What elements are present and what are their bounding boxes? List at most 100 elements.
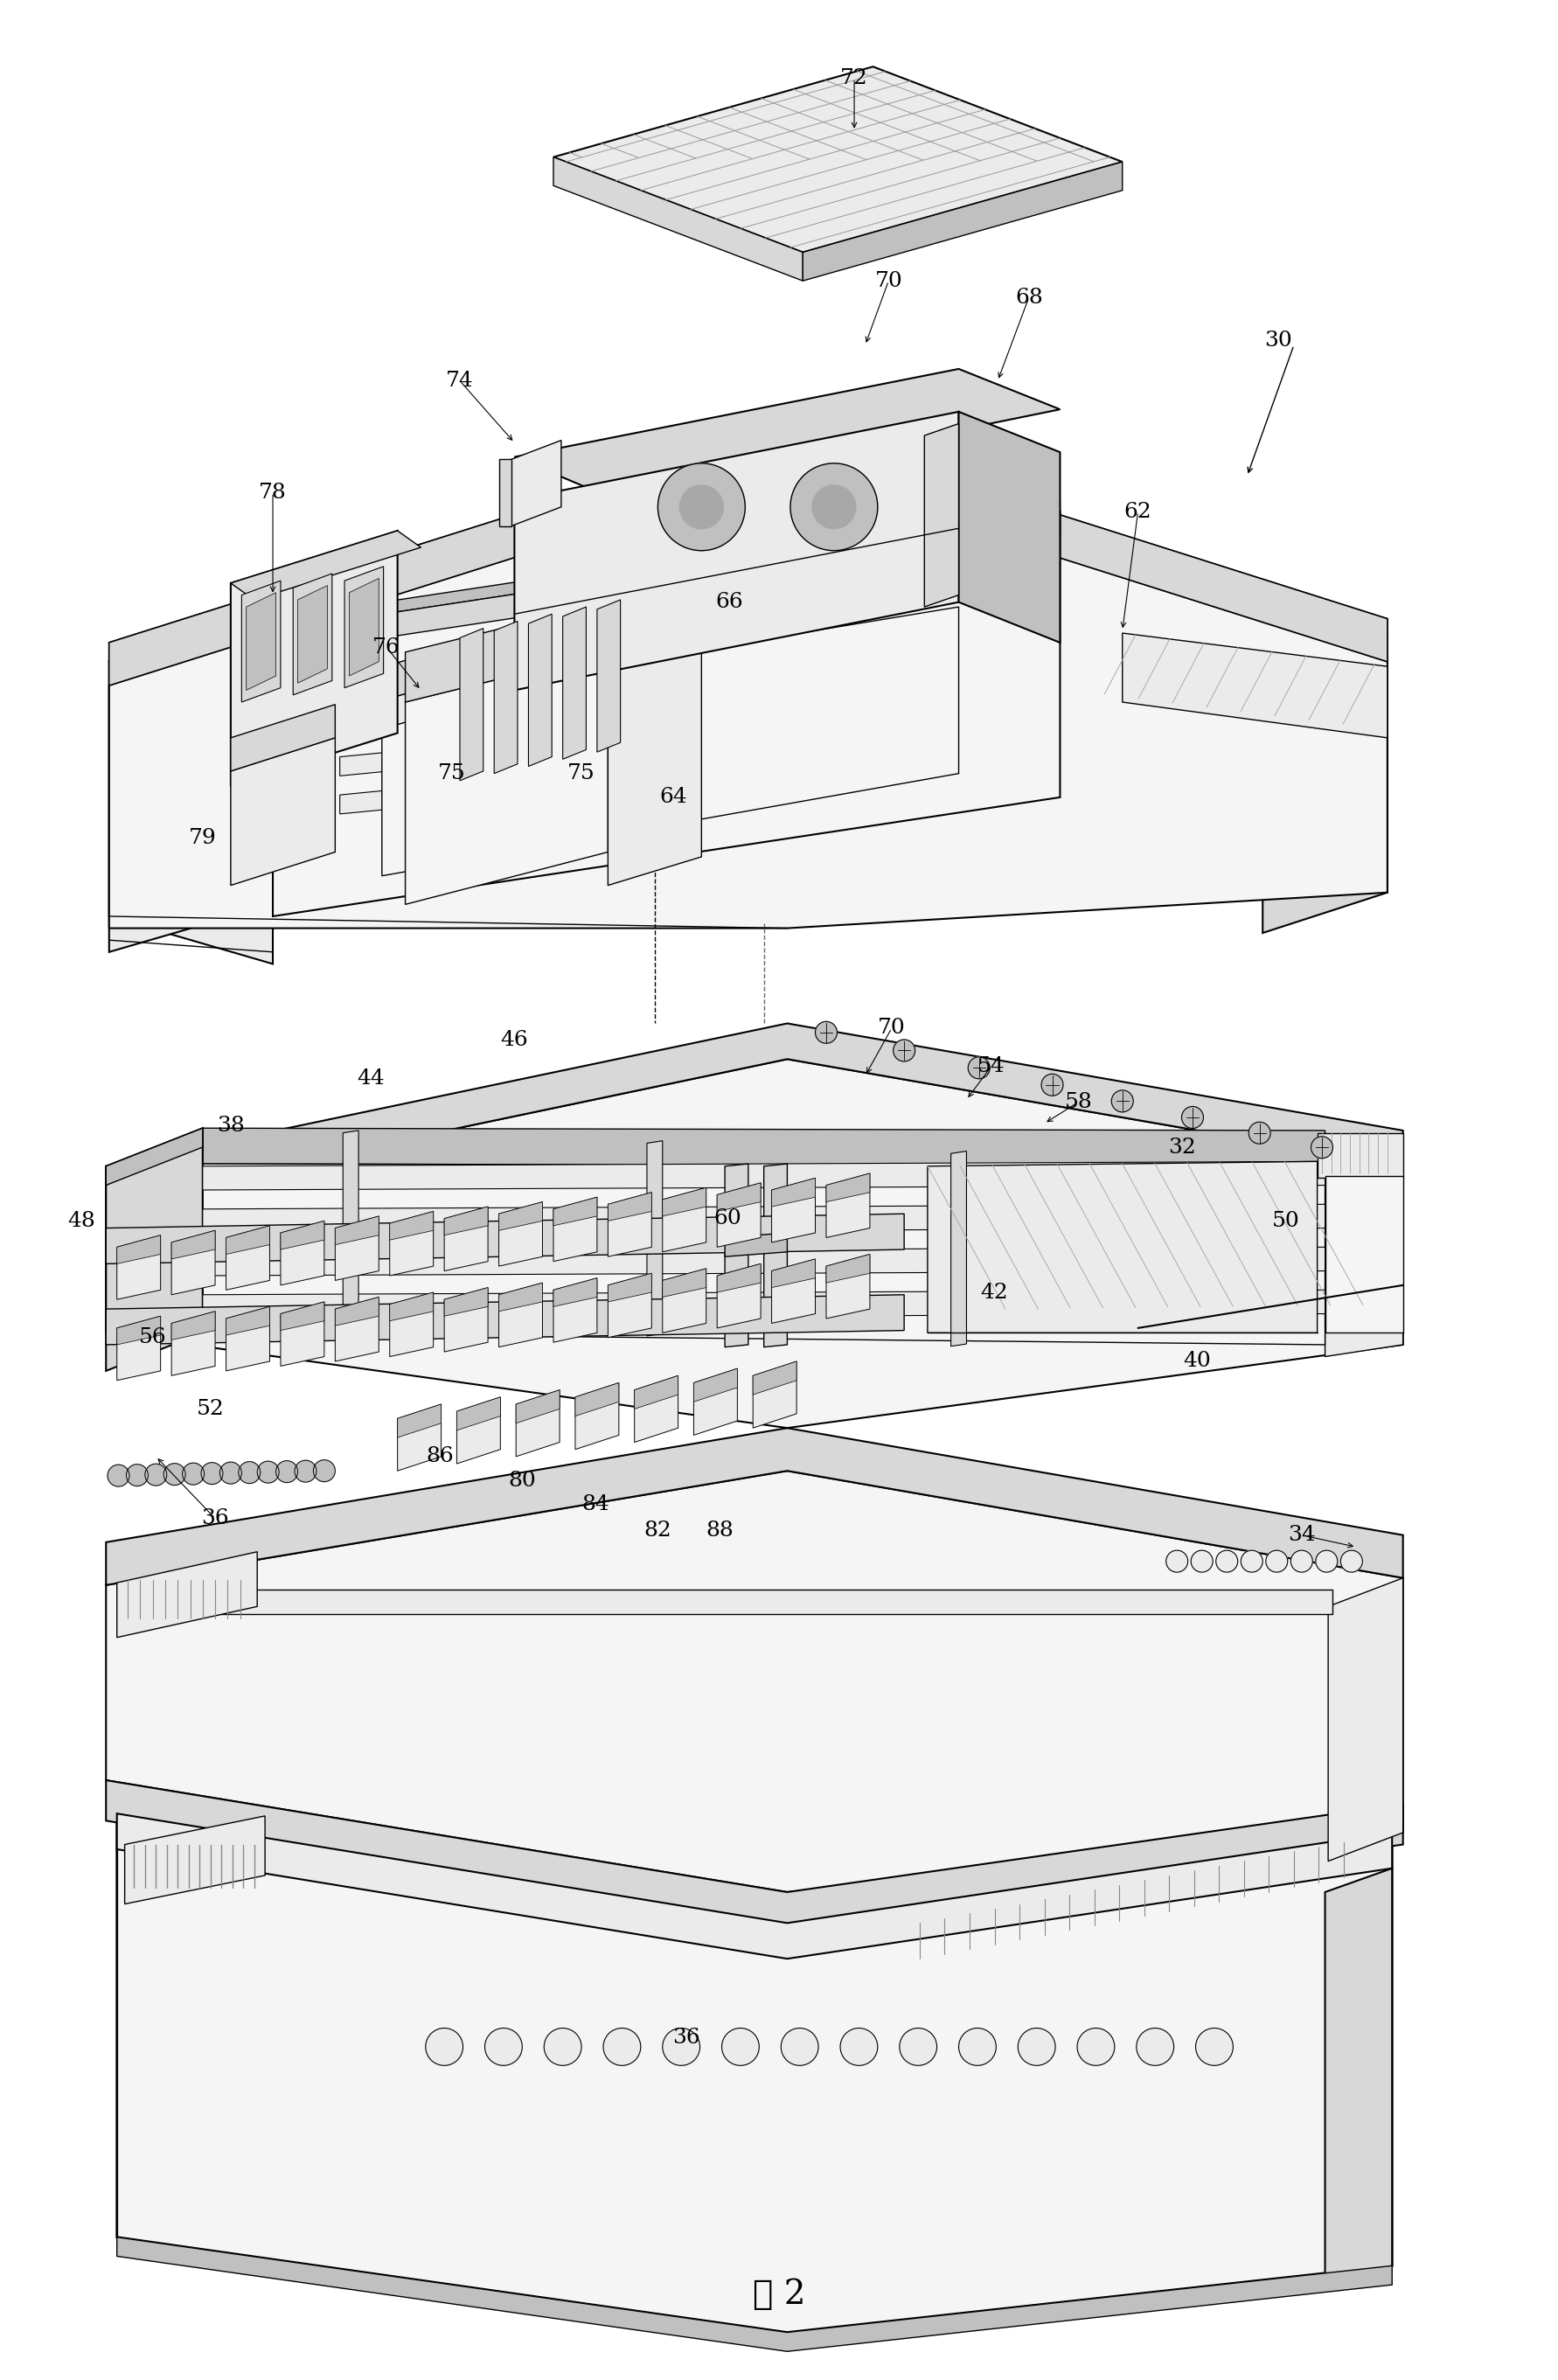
Polygon shape [553,1278,597,1307]
Text: 44: 44 [357,1069,385,1088]
Polygon shape [171,1230,215,1259]
Polygon shape [717,1264,760,1328]
Polygon shape [444,1288,488,1352]
Polygon shape [553,1278,597,1342]
Polygon shape [397,1404,441,1471]
Circle shape [238,1461,260,1483]
Polygon shape [390,1292,433,1321]
Circle shape [1290,1549,1312,1573]
Polygon shape [634,1376,678,1409]
Circle shape [899,2028,936,2066]
Polygon shape [516,1390,559,1457]
Circle shape [294,1461,316,1483]
Polygon shape [499,1283,542,1311]
Polygon shape [231,704,335,771]
Polygon shape [456,1397,500,1464]
Polygon shape [125,1816,265,1904]
Polygon shape [226,1307,270,1335]
Polygon shape [390,1292,433,1357]
Polygon shape [117,2237,1391,2351]
Polygon shape [771,1178,815,1242]
Polygon shape [1122,633,1387,738]
Circle shape [893,1040,915,1061]
Polygon shape [927,1161,1317,1333]
Text: 64: 64 [659,788,687,807]
Polygon shape [226,1226,270,1290]
Polygon shape [231,647,452,743]
Polygon shape [924,424,958,607]
Polygon shape [608,1192,651,1221]
Polygon shape [280,1221,324,1285]
Text: 36: 36 [671,2028,700,2047]
Polygon shape [1327,1578,1402,1861]
Circle shape [968,1057,989,1078]
Circle shape [815,1021,837,1042]
Circle shape [721,2028,759,2066]
Text: 84: 84 [581,1495,609,1514]
Polygon shape [109,447,787,678]
Text: 60: 60 [714,1209,742,1228]
Polygon shape [634,1376,678,1442]
Polygon shape [390,1211,433,1240]
Polygon shape [231,531,397,785]
Polygon shape [826,1254,869,1319]
Polygon shape [499,1202,542,1230]
Polygon shape [1262,638,1387,933]
Polygon shape [117,1235,160,1264]
Polygon shape [456,1397,500,1430]
Circle shape [840,2028,877,2066]
Polygon shape [763,1164,787,1347]
Polygon shape [1324,1868,1391,2290]
Polygon shape [494,621,517,773]
Polygon shape [203,1128,1324,1166]
Polygon shape [171,1311,215,1376]
Polygon shape [397,1404,441,1438]
Polygon shape [693,1368,737,1435]
Text: 68: 68 [1014,288,1042,307]
Polygon shape [171,1230,215,1295]
Circle shape [126,1464,148,1485]
Circle shape [603,2028,640,2066]
Circle shape [1215,1549,1237,1573]
Circle shape [1340,1549,1362,1573]
Circle shape [1017,2028,1055,2066]
Circle shape [662,2028,700,2066]
Polygon shape [460,628,483,781]
Polygon shape [1324,1176,1402,1333]
Polygon shape [608,1273,651,1302]
Text: 76: 76 [372,638,400,657]
Polygon shape [109,614,273,952]
Text: 86: 86 [425,1447,453,1466]
Text: 52: 52 [196,1399,224,1418]
Polygon shape [117,1814,1391,2332]
Text: 54: 54 [977,1057,1005,1076]
Polygon shape [343,1130,358,1326]
Polygon shape [340,714,779,776]
Polygon shape [1317,1133,1402,1178]
Circle shape [544,2028,581,2066]
Polygon shape [335,1297,379,1361]
Polygon shape [717,1264,760,1292]
Polygon shape [511,440,561,526]
Circle shape [657,464,745,550]
Polygon shape [608,1273,651,1338]
Polygon shape [280,1221,324,1250]
Polygon shape [608,1192,651,1257]
Polygon shape [203,1161,1324,1190]
Polygon shape [405,652,608,904]
Polygon shape [608,633,701,885]
Polygon shape [344,566,383,688]
Polygon shape [753,1361,796,1428]
Polygon shape [693,1368,737,1402]
Polygon shape [226,1226,270,1254]
Text: 46: 46 [500,1031,528,1050]
Polygon shape [771,1259,815,1323]
Text: 78: 78 [259,483,287,502]
Circle shape [1240,1549,1262,1573]
Polygon shape [117,1235,160,1299]
Polygon shape [106,1128,203,1371]
Polygon shape [203,1290,1324,1319]
Circle shape [1181,1107,1203,1128]
Polygon shape [753,1361,796,1395]
Polygon shape [106,1023,1402,1202]
